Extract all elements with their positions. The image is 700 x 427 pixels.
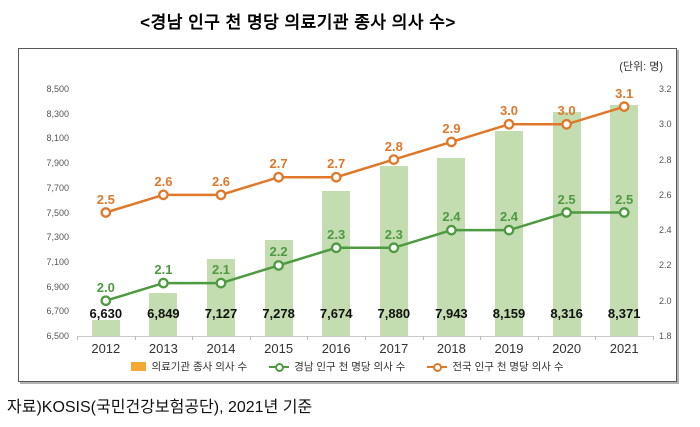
unit-label: (단위: 명) (619, 61, 663, 73)
left-axis-tick: 8,500 (46, 84, 69, 94)
left-axis-tick: 6,700 (46, 306, 69, 317)
right-axis-tick: 3.2 (659, 84, 672, 94)
left-axis-tick: 8,100 (46, 133, 69, 144)
bar (552, 111, 581, 336)
line-point-label: 2.7 (269, 156, 288, 172)
right-axis-tick: 2.0 (659, 295, 672, 306)
x-axis-category-label: 2013 (148, 341, 178, 356)
left-axis-tick: 6,500 (46, 331, 69, 341)
line-point-label: 2.8 (384, 138, 403, 154)
chart-panel: (단위: 명) 8,500 8,300 8,100 7,900 7,700 7,500 7,… (18, 48, 677, 382)
left-axis-tick: 7,100 (46, 256, 69, 267)
line-point-label: 2.7 (327, 156, 346, 172)
line-point-label: 2.4 (499, 209, 519, 225)
source-note: 자료)KOSIS(국민건강보험공단), 2021년 기준 (7, 399, 313, 416)
left-axis-tick: 7,700 (46, 182, 69, 193)
bar-value-label: 6,630 (89, 306, 123, 321)
x-axis-category-label: 2014 (206, 341, 236, 356)
legend-item-bar-series: 의료기관 종사 의사 수 (131, 359, 247, 374)
line-point-label: 2.1 (154, 262, 173, 278)
left-axis-tick: 6,900 (46, 281, 69, 292)
x-axis-tick (192, 336, 194, 340)
legend-item-national-line: 전국 인구 천 명당 의사 수 (427, 359, 564, 374)
x-axis-tick (307, 336, 309, 340)
line-point-label: 3.0 (499, 103, 519, 119)
left-axis-tick: 8,300 (46, 108, 69, 119)
x-axis-category-label: 2019 (494, 341, 524, 356)
bar (437, 157, 466, 336)
x-axis-tick (537, 336, 539, 340)
bar-value-label: 7,278 (262, 306, 295, 321)
line-point-label: 2.5 (615, 191, 634, 207)
line-point-label: 2.2 (269, 244, 288, 260)
x-axis-tick (134, 336, 136, 340)
bar (149, 292, 178, 336)
line-marker-green-icon (269, 362, 290, 372)
bar-value-label: 7,880 (377, 306, 411, 321)
line-point-label: 2.4 (442, 209, 461, 225)
line-series-svg (100, 101, 630, 307)
line-point-label: 2.6 (154, 173, 173, 189)
x-axis-category-label: 2015 (264, 341, 294, 356)
x-axis-category-label: 2017 (379, 341, 409, 356)
line-point-label: 2.3 (327, 226, 346, 242)
left-axis-tick: 7,300 (46, 232, 69, 243)
plot-area: 2.0 2.1 2.1 2.2 2.3 2.3 2.4 2.4 2.5 2.5 2.5 2.6 2.6 2… (77, 85, 654, 340)
line-point-label: 2.5 (557, 191, 576, 207)
legend-label-gyeongnam-line: 경남 인구 천 명당 의사 수 (294, 361, 406, 373)
line-point-label: 2.0 (96, 279, 115, 295)
line-point-label: 3.0 (557, 103, 576, 119)
bar-value-label: 7,127 (204, 306, 238, 321)
right-axis-tick: 1.8 (659, 331, 672, 341)
right-axis-tick: 2.4 (659, 225, 672, 236)
legend-label-bar-series: 의료기관 종사 의사 수 (151, 361, 248, 373)
x-axis-tick (365, 336, 366, 340)
x-axis-tick (249, 336, 251, 340)
legend-label-national-line: 전국 인구 천 명당 의사 수 (452, 361, 564, 373)
bar-value-label: 6,849 (147, 306, 180, 321)
right-axis-tick: 2.2 (659, 260, 672, 271)
x-axis-category-label: 2018 (436, 341, 466, 356)
line-marker-orange-icon (427, 362, 448, 372)
bar-value-label: 7,674 (319, 306, 353, 321)
line-point-label: 2.5 (96, 191, 115, 207)
x-axis-category-label: 2016 (321, 341, 351, 356)
x-axis-tick (595, 336, 597, 340)
right-axis-tick: 2.6 (659, 189, 672, 200)
right-axis-tick: 3.0 (659, 119, 672, 130)
x-axis-tick (653, 336, 654, 340)
bar (610, 104, 639, 336)
page-title: <경남 인구 천 명당 의료기관 종사 의사 수> (140, 13, 456, 32)
bar (264, 239, 293, 336)
bar-value-label: 8,316 (550, 306, 583, 321)
bar-swatch-icon (131, 362, 147, 371)
legend: 의료기관 종사 의사 수 경남 인구 천 명당 의사 수 전국 인구 천 명당 … (19, 359, 676, 374)
bar-value-label: 7,943 (435, 306, 468, 321)
bar (91, 319, 120, 336)
x-axis-tick (77, 336, 78, 340)
bar (207, 258, 235, 336)
line-point-label: 2.3 (384, 226, 403, 242)
legend-item-gyeongnam-line: 경남 인구 천 명당 의사 수 (269, 359, 405, 374)
left-axis-tick: 7,900 (46, 158, 69, 169)
bar (322, 191, 351, 336)
x-axis-tick (480, 336, 482, 340)
x-axis-labels: 2012 2013 2014 2015 2016 2017 2018 2019 2020 2021 (77, 341, 653, 357)
x-axis-tick (422, 336, 424, 340)
x-axis-category-label: 2021 (609, 341, 639, 356)
line-point-label: 2.9 (442, 120, 461, 136)
left-axis-tick: 7,500 (46, 207, 69, 218)
bar-value-label: 8,371 (607, 306, 641, 321)
line-point-label: 2.6 (211, 173, 231, 189)
line-point-label: 2.1 (211, 262, 231, 278)
right-axis-tick: 2.8 (659, 154, 672, 165)
x-axis-category-label: 2020 (552, 341, 582, 356)
x-axis-category-label: 2012 (91, 341, 121, 356)
bar-value-label: 8,159 (492, 306, 526, 321)
line-point-label: 3.1 (615, 85, 634, 101)
